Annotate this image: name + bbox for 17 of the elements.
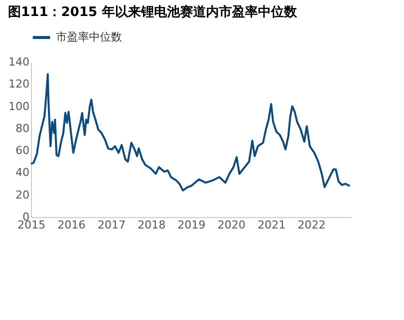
x-tick-label: 2018	[138, 218, 166, 232]
y-tick-label: 20	[16, 188, 30, 202]
line-series	[30, 73, 351, 192]
y-tick-label: 80	[16, 122, 30, 135]
legend-label: 市盈率中位数	[56, 30, 122, 44]
chart-title: 图111：2015 年以来锂电池赛道内市盈率中位数	[8, 4, 298, 20]
x-tick-label: 2016	[57, 218, 86, 232]
y-tick-label: 100	[8, 100, 30, 113]
y-tick-label: 140	[8, 56, 30, 68]
x-tick-label: 2017	[98, 218, 126, 232]
x-tick-label: 2019	[178, 218, 206, 232]
y-tick-label: 40	[16, 166, 30, 180]
x-tick-label: 2022	[298, 218, 326, 232]
x-tick-label: 2020	[218, 218, 246, 232]
y-tick-label: 120	[8, 78, 30, 91]
y-tick-label: 60	[16, 144, 30, 158]
x-tick-label: 2021	[258, 218, 286, 232]
